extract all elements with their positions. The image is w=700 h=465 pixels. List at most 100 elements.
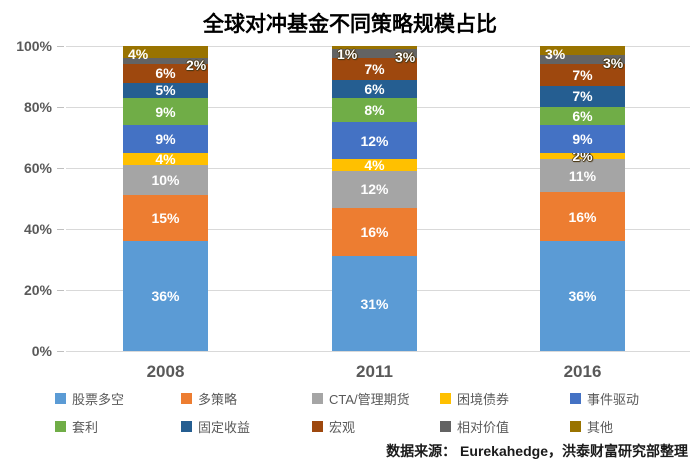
bar-segment: 2% <box>540 149 625 163</box>
y-axis-tick-label: 0% <box>31 343 52 359</box>
bar-segment-label: 4% <box>364 156 385 173</box>
y-axis-tick-label: 20% <box>23 282 52 298</box>
bar-segment: 9% <box>540 125 625 153</box>
bar-segment <box>540 55 625 65</box>
legend-item-label: 事件驱动 <box>587 392 640 407</box>
legend-swatch <box>181 393 192 404</box>
y-axis-tick-label: 100% <box>16 38 52 54</box>
bar-segment: 16% <box>332 207 417 257</box>
bar-segment-label: 3% <box>395 49 416 66</box>
bar-segment-label: 16% <box>360 224 389 241</box>
bar-segment-label: 2% <box>186 56 207 73</box>
y-axis-tick-label: 80% <box>23 99 52 115</box>
bar-segment-label: 10% <box>151 172 180 189</box>
legend-swatch <box>440 393 451 404</box>
bar-segment: 5% <box>123 82 208 99</box>
legend-swatch <box>570 393 581 404</box>
legend-item-label: 套利 <box>72 420 99 435</box>
bar-segment: 4% <box>123 150 208 167</box>
bar-segment-label: 8% <box>364 102 385 119</box>
legend-swatch <box>570 421 581 432</box>
bar-segment <box>540 46 625 56</box>
legend-item: 股票多空 <box>55 391 125 407</box>
legend-item: CTA/管理期货 <box>312 391 410 407</box>
bar-2016: 36% 16% 11% 2% 9% 6% 7% 7% <box>540 46 625 351</box>
bar-segment: 6% <box>123 64 208 83</box>
bar-segment-label: 7% <box>572 88 593 105</box>
bar-segment-label: 5% <box>155 82 176 99</box>
bar-segment: 7% <box>332 58 417 80</box>
y-axis-tick-label: 40% <box>23 221 52 237</box>
x-axis-label: 2011 <box>356 362 393 381</box>
bar-segment-label: 6% <box>155 65 176 82</box>
bar-segment-label: 12% <box>360 132 389 149</box>
bar-segment-label: 4% <box>155 150 176 167</box>
bar-segment: 15% <box>123 195 208 242</box>
bar-segment-label: 36% <box>151 288 180 305</box>
bar-segment: 9% <box>123 125 208 153</box>
bar-segment-label: 7% <box>364 60 385 77</box>
bar-segment: 7% <box>540 64 625 86</box>
legend-item: 宏观 <box>312 419 356 435</box>
y-axis-tick-mark <box>57 290 64 291</box>
x-axis-label: 2016 <box>563 362 602 381</box>
legend-item-label: 固定收益 <box>198 420 251 435</box>
legend-item-label: 困境债券 <box>457 392 510 407</box>
bar-segment-label: 1% <box>337 46 358 62</box>
legend-item: 困境债券 <box>440 391 510 407</box>
bar-segment <box>123 46 208 59</box>
chart-title: 全球对冲基金不同策略规模占比 <box>203 13 497 36</box>
bar-segment-label: 6% <box>572 108 593 125</box>
legend-item: 固定收益 <box>181 419 251 435</box>
bar-segment-label: 7% <box>572 66 593 83</box>
bar-segment-label: 9% <box>155 103 176 120</box>
bar-segment-label: 15% <box>151 210 180 227</box>
legend-swatch <box>312 393 323 404</box>
legend-swatch <box>440 421 451 432</box>
bar-2011: 31% 16% 12% 4% 12% 8% 6% 7% <box>332 46 417 351</box>
bar-segment: 12% <box>332 122 417 159</box>
bar-segment-label: 16% <box>568 208 597 225</box>
y-axis-tick-mark <box>57 351 64 352</box>
legend-item: 套利 <box>55 419 99 435</box>
bar-segment-label: 12% <box>360 181 389 198</box>
legend-swatch <box>312 421 323 432</box>
legend-item: 其他 <box>570 419 614 435</box>
y-axis-tick-mark <box>57 107 64 108</box>
legend-item: 事件驱动 <box>570 391 640 407</box>
bar-segment: 36% <box>123 241 208 351</box>
bar-segment: 12% <box>332 171 417 208</box>
source-note: 数据来源： Eurekahedge，洪泰财富研究部整理 <box>386 443 688 459</box>
bar-segment: 16% <box>540 192 625 242</box>
legend-item-label: 宏观 <box>329 420 356 435</box>
legend-item-label: 股票多空 <box>72 392 125 407</box>
bar-segment-label: 36% <box>568 288 597 305</box>
x-axis-label: 2008 <box>146 362 185 381</box>
bar-segment-label: 11% <box>568 167 597 184</box>
y-axis-tick-label: 60% <box>23 160 52 176</box>
y-axis-tick-mark <box>57 168 64 169</box>
bar-segment: 7% <box>540 85 625 107</box>
y-axis-tick-mark <box>57 46 64 47</box>
legend-item-label: 多策略 <box>198 392 238 407</box>
bar-segment: 4% <box>332 156 417 173</box>
legend-item-label: 其他 <box>587 420 614 435</box>
bar-segment: 6% <box>332 79 417 98</box>
bar-segment: 9% <box>123 97 208 126</box>
bar-segment: 31% <box>332 256 417 351</box>
bar-segment-label: 9% <box>572 131 593 148</box>
bar-segment-label: 9% <box>155 131 176 148</box>
bar-segment: 36% <box>540 241 625 351</box>
plot-area: 36% 15% 10% 4% 9% 9% 5% 6% 2% 4% 31% 16% 12% 4% 12% 8% 6… <box>66 45 690 352</box>
y-axis-tick-mark <box>57 229 64 230</box>
legend-swatch <box>181 421 192 432</box>
bar-segment-label: 6% <box>364 80 385 97</box>
bar-2008: 36% 15% 10% 4% 9% 9% 5% 6% <box>123 46 208 351</box>
bar-segment <box>332 46 417 50</box>
bar-segment: 6% <box>540 107 625 126</box>
legend-item-label: CTA/管理期货 <box>329 392 410 407</box>
legend-item-label: 相对价值 <box>457 420 510 435</box>
legend-item: 多策略 <box>181 391 238 407</box>
bar-segment-label: 3% <box>603 55 624 72</box>
